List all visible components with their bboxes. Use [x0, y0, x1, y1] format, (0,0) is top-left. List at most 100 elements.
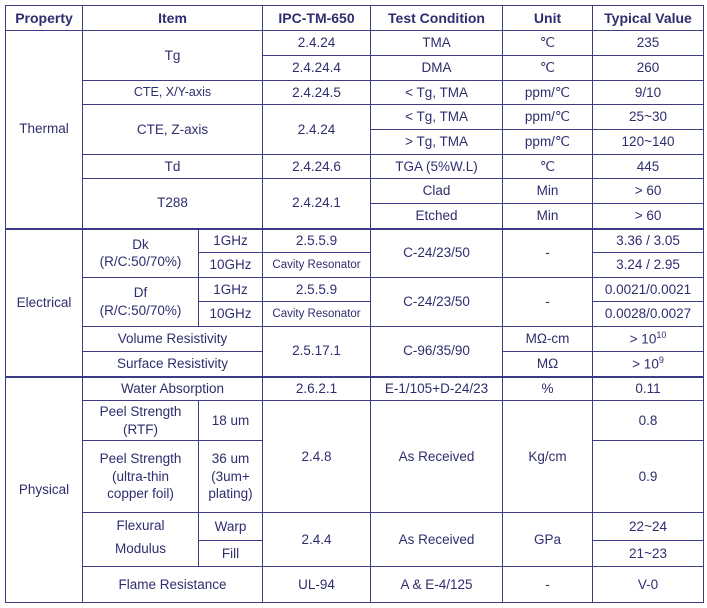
ipc: 2.4.24 — [262, 30, 372, 56]
header-value: Typical Value — [592, 5, 705, 31]
table-row: Etched Min > 60 — [6, 203, 705, 229]
item-t288: T288 — [81, 178, 264, 229]
ipc: 2.4.24.4 — [262, 55, 372, 81]
dk-label: Dk — [132, 236, 149, 252]
item-flame-resistance: Flame Resistance — [81, 566, 264, 603]
ipc: 2.4.24 — [262, 104, 372, 155]
ipc: 2.4.4 — [262, 512, 372, 567]
freq: 1GHz — [197, 277, 264, 302]
header-ipc: IPC-TM-650 — [262, 5, 372, 31]
thickness: 18 um — [197, 400, 264, 441]
item-cte-z: CTE, Z-axis — [81, 104, 264, 155]
direction: Fill — [197, 540, 264, 567]
table-row: Electrical Dk (R/C:50/70%) 1GHz 2.5.5.9 C… — [5, 227, 705, 377]
test: As Received — [370, 400, 504, 513]
value: 260 — [592, 55, 705, 81]
unit: - — [502, 227, 594, 278]
direction: Warp — [197, 512, 264, 541]
unit: ppm/℃ — [502, 129, 594, 155]
test: E-1/105+D-24/23 — [370, 375, 504, 401]
ipc: 2.6.2.1 — [262, 375, 372, 401]
test: TGA (5%W.L) — [370, 154, 504, 179]
table-row: > Tg, TMA ppm/℃ 120~140 — [6, 129, 705, 155]
test: C-96/35/90 — [370, 326, 504, 377]
sub-line: (3um+ — [211, 468, 250, 484]
dk-sub: (R/C:50/70%) — [99, 254, 182, 270]
value: 445 — [592, 154, 705, 179]
unit: MΩ-cm — [502, 326, 594, 352]
df-label: Df — [133, 285, 148, 301]
unit: Min — [502, 203, 594, 229]
ipc: Cavity Resonator — [262, 301, 372, 327]
header-property: Property — [5, 5, 83, 31]
test: A & E-4/125 — [370, 566, 504, 603]
value-exponent: 10 — [656, 329, 667, 340]
test: > Tg, TMA — [370, 129, 504, 155]
item-df: Df (R/C:50/70%) — [82, 277, 199, 327]
unit: ℃ — [502, 154, 594, 179]
unit: ℃ — [502, 55, 594, 81]
ipc: 2.4.24.5 — [262, 80, 372, 105]
value-base: > 10 — [632, 356, 659, 372]
item-flexural: Flexural Modulus — [82, 512, 199, 567]
unit: Min — [502, 178, 594, 204]
test: < Tg, TMA — [370, 80, 504, 105]
table-row: 10GHz Cavity Resonator 3.24 / 2.95 — [6, 252, 705, 278]
item-water-absorption: Water Absorption — [81, 375, 264, 401]
df-sub: (R/C:50/70%) — [99, 303, 182, 318]
sub-line: plating) — [208, 486, 253, 502]
property-physical: Physical — [5, 375, 83, 603]
unit: - — [502, 277, 594, 327]
table-row: Physical Water Absorption 2.6.2.1 E-1/10… — [5, 375, 705, 603]
value: 25~30 — [592, 104, 705, 130]
value-base: > 10 — [629, 331, 657, 347]
header-row: Property Item IPC-TM-650 Test Condition … — [5, 5, 705, 31]
item-line: (ultra-thin — [111, 468, 170, 484]
table-row: CTE, X/Y-axis 2.4.24.5 < Tg, TMA ppm/℃ 9… — [6, 80, 705, 105]
table-row: 10GHz Cavity Resonator 0.0028/0.0027 — [6, 301, 705, 327]
value-exponent: 9 — [658, 354, 664, 365]
table-row: Surface Resistivity MΩ > 109 — [6, 351, 705, 377]
freq: 10GHz — [197, 301, 264, 327]
unit: ppm/℃ — [502, 80, 594, 105]
property-electrical: Electrical — [5, 227, 83, 377]
properties-table: Property Item IPC-TM-650 Test Condition … — [5, 5, 705, 603]
value: 0.11 — [592, 375, 705, 401]
test: C-24/23/50 — [370, 277, 504, 327]
value: 0.8 — [592, 400, 705, 441]
ipc: 2.4.24.6 — [262, 154, 372, 179]
value: 235 — [592, 30, 705, 56]
unit: Kg/cm — [502, 400, 594, 513]
table-row: Thermal Tg 2.4.24 TMA ℃ 235 — [5, 30, 705, 229]
ipc: Cavity Resonator — [262, 252, 372, 278]
table-row: Volume Resistivity 2.5.17.1 C-96/35/90 M… — [6, 326, 705, 377]
table-row: T288 2.4.24.1 Clad Min > 60 — [6, 178, 705, 229]
ipc: 2.4.8 — [262, 400, 372, 513]
test: < Tg, TMA — [370, 104, 504, 130]
value: 120~140 — [592, 129, 705, 155]
unit: GPa — [502, 512, 594, 567]
property-thermal: Thermal — [5, 30, 83, 229]
item-line: Peel Strength — [99, 403, 182, 419]
freq: 1GHz — [197, 227, 264, 253]
table-row: Peel Strength (ultra-thin copper foil) 36 … — [6, 440, 705, 513]
value: 3.36 / 3.05 — [592, 227, 705, 253]
unit: ℃ — [502, 30, 594, 56]
item-peel-ultra: Peel Strength (ultra-thin copper foil) — [82, 440, 199, 513]
test: C-24/23/50 — [370, 227, 504, 278]
value: > 60 — [592, 203, 705, 229]
ipc: 2.5.17.1 — [262, 326, 372, 377]
unit: MΩ — [502, 351, 594, 377]
value: > 60 — [592, 178, 705, 204]
value: 0.0021/0.0021 — [592, 277, 705, 302]
item-cte-xy: CTE, X/Y-axis — [81, 80, 264, 105]
header-item: Item — [81, 5, 264, 31]
test: DMA — [370, 55, 504, 81]
test: TMA — [370, 30, 504, 56]
value: V-0 — [592, 566, 705, 603]
freq: 10GHz — [197, 252, 264, 278]
table-row: Td 2.4.24.6 TGA (5%W.L) ℃ 445 — [6, 154, 705, 179]
item-volume-resistivity: Volume Resistivity — [81, 326, 264, 352]
item-tg: Tg — [81, 30, 264, 81]
table-row: Flexural Modulus Warp 2.4.4 As Received G… — [6, 512, 705, 567]
